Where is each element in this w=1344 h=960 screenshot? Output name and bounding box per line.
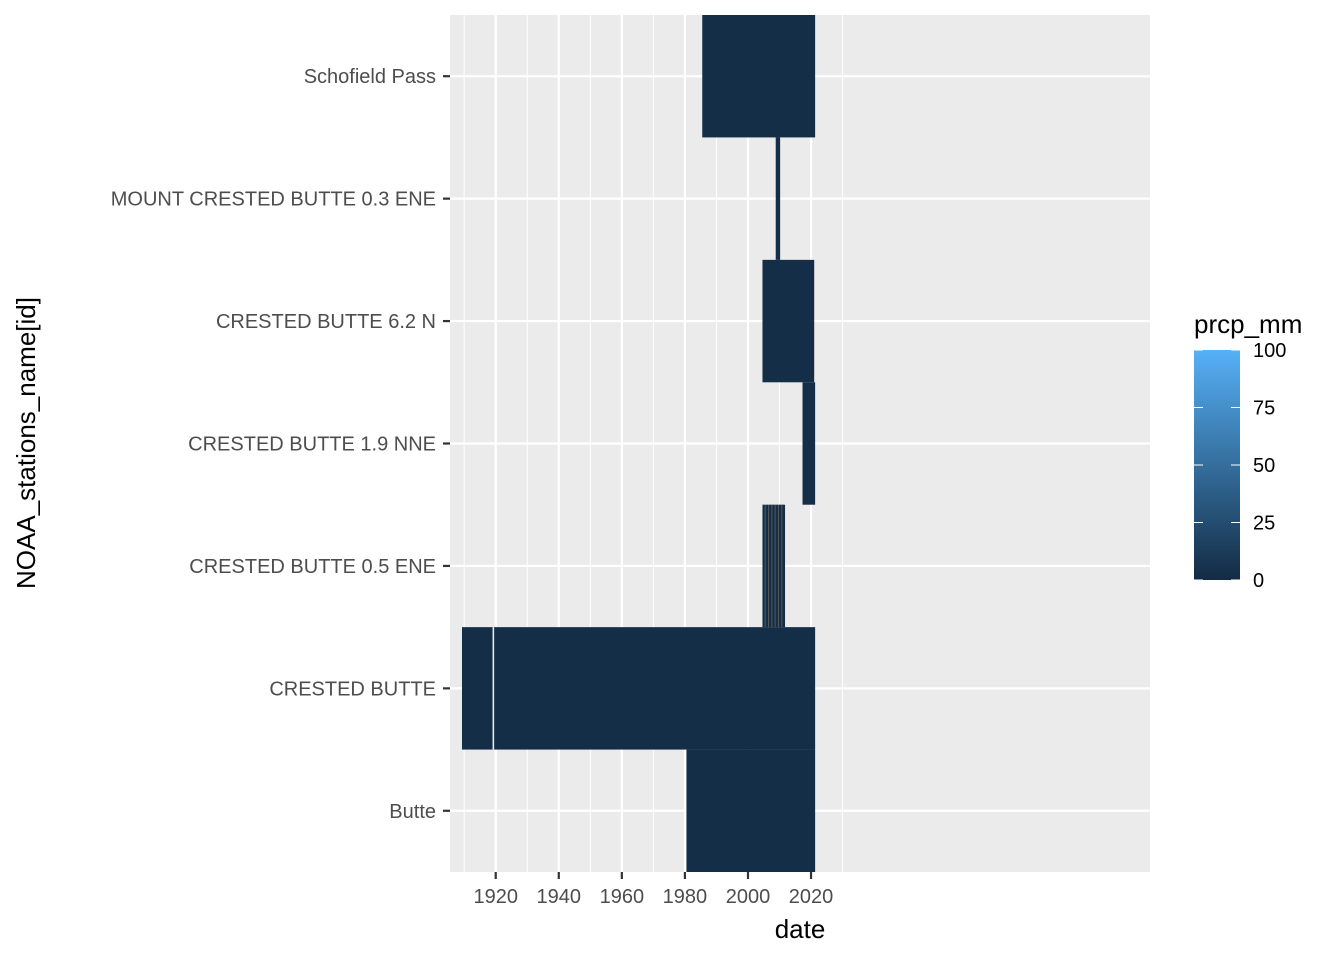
x-axis-title: date (775, 914, 826, 944)
legend-title: prcp_mm (1194, 309, 1302, 339)
coverage-1 (461, 627, 816, 750)
coverage-2-stripe-18 (781, 504, 783, 628)
coverage-2 (762, 504, 786, 628)
coverage-2-stripe-19 (782, 504, 784, 628)
y-axis: Butte CRESTED BUTTE CRESTED BUTTE 0.5 ENE C… (111, 66, 450, 823)
coverage-4-block (762, 259, 815, 383)
x-tick-label-1980: 1980 (663, 886, 708, 908)
coverage-2-stripe-10 (772, 504, 775, 628)
coverage-5 (775, 137, 781, 260)
y-tick-label-1: CRESTED BUTTE (269, 678, 436, 700)
coverage-0-block (686, 749, 816, 872)
coverage-2-stripe-4 (765, 504, 768, 628)
coverage-2-stripe-7 (769, 504, 771, 628)
coverage-2-stripe-1 (762, 504, 765, 628)
y-axis-title: NOAA_stations_name[id] (11, 297, 41, 589)
coverage-2-stripe-9 (771, 504, 773, 628)
y-tick-label-0: Butte (389, 801, 436, 823)
y-tick-label-5: MOUNT CRESTED BUTTE 0.3 ENE (111, 189, 436, 211)
legend: prcp_mm 0 25 50 75 100 (1194, 309, 1302, 592)
coverage-2-stripe-17 (780, 504, 782, 628)
coverage-2-stripe-12 (774, 504, 777, 628)
x-tick-label-1920: 1920 (473, 886, 518, 908)
x-tick-label-1940: 1940 (537, 886, 582, 908)
coverage-2-stripe-20 (783, 504, 786, 628)
coverage-2-stripe-6 (767, 504, 770, 628)
coverage-2-stripe-16 (779, 504, 781, 628)
x-tick-label-2000: 2000 (726, 886, 771, 908)
coverage-2-stripe-5 (766, 504, 769, 628)
y-tick-label-6: Schofield Pass (304, 66, 436, 88)
coverage-2-stripe-15 (777, 504, 780, 628)
coverage-0 (686, 749, 816, 872)
coverage-6-block (702, 15, 816, 138)
coverage-1-block (461, 627, 816, 750)
y-tick-label-2: CRESTED BUTTE 0.5 ENE (189, 556, 436, 578)
coverage-2-stripe-14 (776, 504, 779, 628)
legend-ticks: 0 25 50 75 100 (1194, 340, 1286, 592)
coverage-2-stripe-13 (775, 504, 778, 628)
legend-label-25: 25 (1253, 513, 1275, 535)
x-tick-label-2020: 2020 (789, 886, 834, 908)
coverage-3 (802, 382, 816, 505)
y-tick-label-3: CRESTED BUTTE 1.9 NNE (188, 434, 436, 456)
heatmap-tiles (461, 15, 816, 872)
legend-label-100: 100 (1253, 340, 1286, 362)
coverage-2-stripe-2 (763, 504, 766, 628)
legend-label-0: 0 (1253, 570, 1264, 592)
coverage-2-stripe-11 (773, 504, 776, 628)
coverage-1-gap-0 (492, 627, 495, 750)
coverage-4 (762, 259, 815, 383)
coverage-2-stripe-8 (770, 504, 772, 628)
x-tick-label-1960: 1960 (600, 886, 645, 908)
y-tick-label-4: CRESTED BUTTE 6.2 N (216, 311, 436, 333)
coverage-2-stripe-3 (764, 504, 767, 628)
x-axis: 1920 1940 1960 1980 2000 2020 (473, 872, 833, 908)
coverage-5-block (775, 137, 781, 260)
legend-label-50: 50 (1253, 455, 1275, 477)
coverage-6 (702, 15, 816, 138)
coverage-3-block (802, 382, 816, 505)
legend-label-75: 75 (1253, 398, 1275, 420)
